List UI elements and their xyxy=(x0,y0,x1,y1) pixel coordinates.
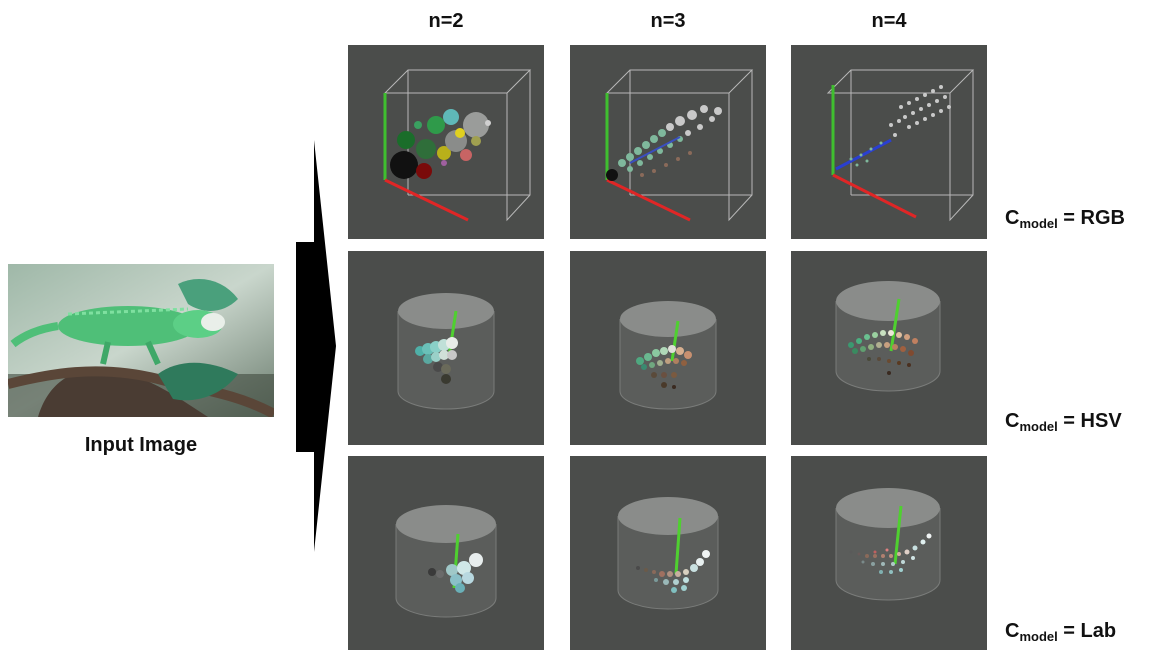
row-label-lab: Cmodel = Lab xyxy=(1005,620,1117,644)
panel-lab-n4 xyxy=(791,456,987,650)
row-label-rgb: Cmodel = RGB xyxy=(1005,207,1125,231)
panel-hsv-n4 xyxy=(791,251,987,445)
row-label-hsv: Cmodel = HSV xyxy=(1005,410,1122,434)
panel-lab-n3 xyxy=(570,456,766,650)
column-header-n4: n=4 xyxy=(871,10,907,32)
panel-hsv-n3 xyxy=(570,251,766,445)
input-image-caption: Input Image xyxy=(84,434,198,456)
arrow-right-icon xyxy=(296,140,336,552)
column-header-n3: n=3 xyxy=(650,10,686,32)
panel-rgb-n2 xyxy=(348,45,544,239)
panel-rgb-n3 xyxy=(570,45,766,239)
panel-rgb-n4 xyxy=(791,45,987,239)
column-header-n2: n=2 xyxy=(428,10,464,32)
panel-hsv-n2 xyxy=(348,251,544,445)
panel-lab-n2 xyxy=(348,456,544,650)
input-image xyxy=(8,264,274,417)
